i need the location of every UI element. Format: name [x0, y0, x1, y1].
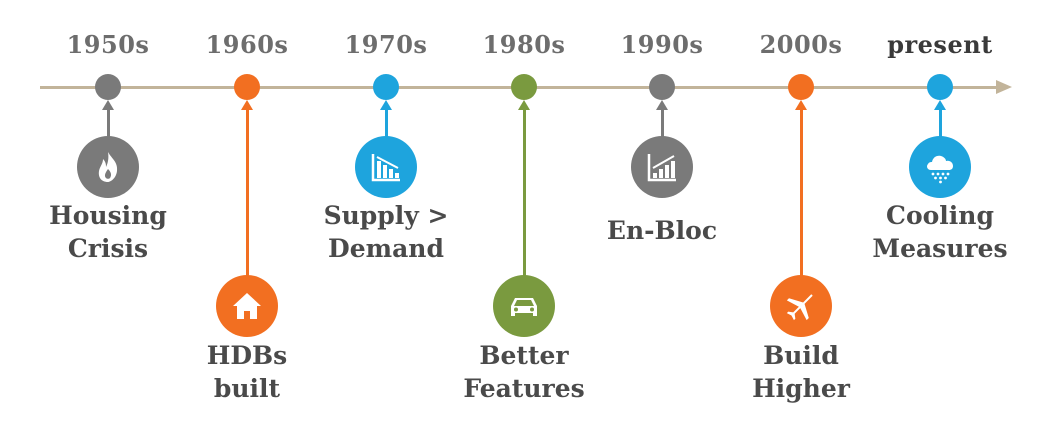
timeline-dot-1970s: [373, 74, 399, 100]
connector-line-1950s: [106, 108, 110, 140]
era-label-2000s: 2000s: [759, 30, 843, 59]
timeline-dot-1990s: [649, 74, 675, 100]
event-label-line: Better: [479, 341, 569, 370]
airplane-icon: [786, 294, 813, 321]
timeline-dot-1980s: [511, 74, 537, 100]
event-label-1980s: Better Features: [429, 339, 619, 405]
connector-line-present: [938, 108, 942, 140]
event-label-line: Features: [463, 374, 585, 403]
cloud-rain-icon: [927, 155, 953, 184]
chart-down-icon: [371, 154, 400, 182]
timeline-dot-present: [927, 74, 953, 100]
era-label-1960s: 1960s: [205, 30, 289, 59]
event-label-line: built: [213, 374, 281, 403]
chart-up-icon: [647, 154, 676, 182]
event-label-line: Higher: [752, 374, 850, 403]
car-icon: [511, 298, 537, 316]
event-label-1960s: HDBs built: [152, 339, 342, 405]
event-label-2000s: Build Higher: [706, 339, 896, 405]
event-icon-badge-1990s: [631, 136, 693, 198]
event-icon-badge-1950s: [77, 136, 139, 198]
timeline-dot-2000s: [788, 74, 814, 100]
event-label-line: En-Bloc: [606, 216, 718, 245]
event-label-line: Housing: [49, 201, 167, 230]
fire-icon: [98, 152, 118, 182]
connector-arrowhead-1980s: [518, 100, 530, 110]
event-icon-badge-1970s: [355, 136, 417, 198]
event-label-line: Measures: [872, 234, 1008, 263]
timeline-dot-1950s: [95, 74, 121, 100]
connector-line-1970s: [384, 108, 388, 140]
event-icon-badge-1960s: [216, 275, 278, 337]
event-label-1970s: Supply > Demand: [291, 199, 481, 265]
era-label-1990s: 1990s: [620, 30, 704, 59]
event-icon-badge-present: [909, 136, 971, 198]
connector-line-1980s: [522, 108, 526, 278]
event-label-1990s: En-Bloc: [567, 214, 757, 247]
era-label-1950s: 1950s: [66, 30, 150, 59]
timeline-dot-1960s: [234, 74, 260, 100]
connector-line-1990s: [660, 108, 664, 140]
event-label-line: Supply >: [323, 201, 449, 230]
event-icon-badge-2000s: [770, 275, 832, 337]
timeline-arrowhead: [996, 80, 1012, 94]
house-icon: [233, 293, 261, 319]
event-label-present: Cooling Measures: [845, 199, 1035, 265]
connector-line-1960s: [245, 108, 249, 278]
connector-arrowhead-1990s: [656, 100, 668, 110]
event-label-line: Demand: [328, 234, 444, 263]
event-label-1950s: Housing Crisis: [13, 199, 203, 265]
era-label-present: present: [887, 30, 993, 59]
event-label-line: HDBs: [206, 341, 288, 370]
event-icon-badge-1980s: [493, 275, 555, 337]
era-label-1980s: 1980s: [482, 30, 566, 59]
era-label-1970s: 1970s: [344, 30, 428, 59]
event-label-line: Cooling: [886, 201, 994, 230]
connector-arrowhead-1950s: [102, 100, 114, 110]
event-label-line: Crisis: [67, 234, 149, 263]
connector-arrowhead-2000s: [795, 100, 807, 110]
connector-arrowhead-1960s: [241, 100, 253, 110]
connector-line-2000s: [799, 108, 803, 278]
connector-arrowhead-present: [934, 100, 946, 110]
event-label-line: Build: [763, 341, 839, 370]
connector-arrowhead-1970s: [380, 100, 392, 110]
